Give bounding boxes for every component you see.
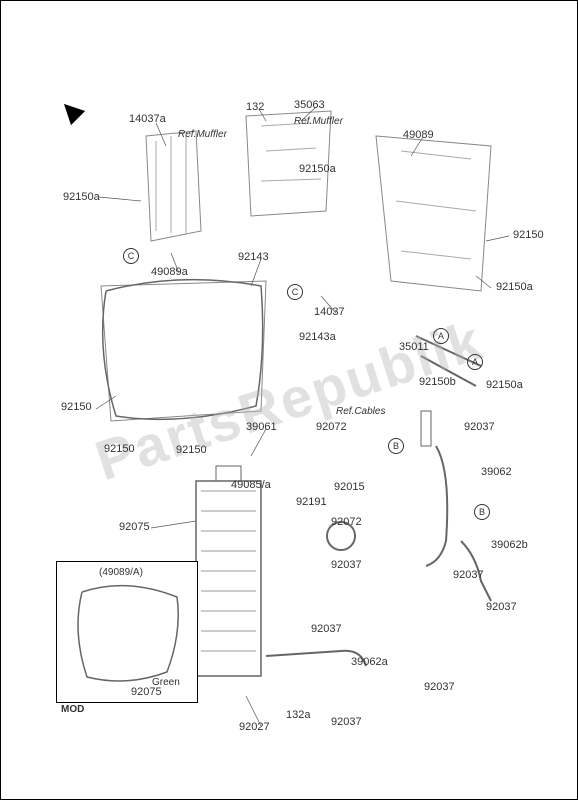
ref-label: Ref.Muffler: [294, 116, 343, 127]
part-label: 39062: [481, 466, 512, 478]
part-label: 92150: [104, 443, 135, 455]
part-label: 39062a: [351, 656, 388, 668]
part-label: 39062b: [491, 539, 528, 551]
part-label: 92143a: [299, 331, 336, 343]
model-label: MOD: [61, 704, 84, 715]
part-label: 92072: [316, 421, 347, 433]
circle-marker: C: [287, 284, 303, 300]
part-label: 92072: [331, 516, 362, 528]
part-label: 92037: [453, 569, 484, 581]
circle-marker: A: [433, 328, 449, 344]
ref-label: Ref.Cables: [336, 406, 385, 417]
part-label: 92150: [513, 229, 544, 241]
part-label: 49089a: [151, 266, 188, 278]
part-label: 92150a: [299, 163, 336, 175]
part-label: 92075: [119, 521, 150, 533]
part-label: 92150a: [63, 191, 100, 203]
circle-marker: C: [123, 248, 139, 264]
part-label: 14037: [314, 306, 345, 318]
part-label: 92075: [131, 686, 162, 698]
part-label: 92027: [239, 721, 270, 733]
part-label: 92191: [296, 496, 327, 508]
circle-marker: B: [474, 504, 490, 520]
part-label: 132a: [286, 709, 310, 721]
circle-marker: B: [388, 438, 404, 454]
part-label: 49089: [403, 129, 434, 141]
part-label: 92037: [311, 623, 342, 635]
part-label: 92150a: [496, 281, 533, 293]
part-label: 92150b: [419, 376, 456, 388]
part-label: 92037: [464, 421, 495, 433]
circle-marker: A: [467, 354, 483, 370]
part-label: 92143: [238, 251, 269, 263]
part-label: 14037a: [129, 113, 166, 125]
part-label: 92037: [424, 681, 455, 693]
diagram-container: (49089/A) Green MOD PartsRepublik 14037a…: [0, 0, 578, 800]
part-label: 92150: [61, 401, 92, 413]
ref-label: Ref.Muffler: [178, 129, 227, 140]
part-label: 92037: [486, 601, 517, 613]
part-label: 92150: [176, 444, 207, 456]
part-label: 92015: [334, 481, 365, 493]
part-label: 92150a: [486, 379, 523, 391]
part-label: 92037: [331, 716, 362, 728]
inset-box: (49089/A) Green: [56, 561, 198, 703]
inset-part-label: (49089/A): [99, 567, 143, 578]
part-label: 35063: [294, 99, 325, 111]
part-label: 132: [246, 101, 264, 113]
part-label: 39061: [246, 421, 277, 433]
part-label: 49085/a: [231, 479, 271, 491]
part-label: 92037: [331, 559, 362, 571]
part-label: 35011: [399, 341, 429, 353]
